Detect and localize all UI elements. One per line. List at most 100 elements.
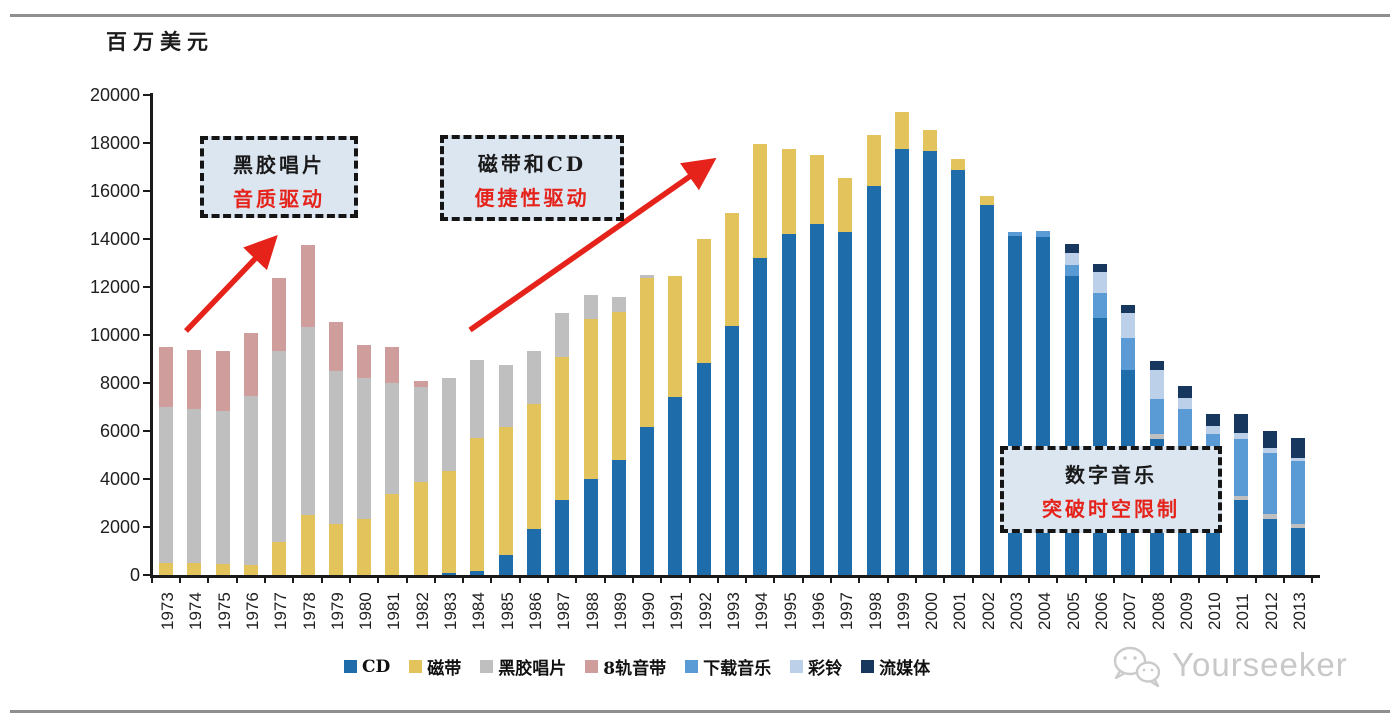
x-tick-label-1994: 1994 — [752, 592, 772, 630]
annotation-digital-title: 数字音乐 — [1065, 463, 1157, 487]
legend-item-磁带: 磁带 — [409, 654, 461, 679]
x-tick — [547, 576, 550, 583]
x-tick-label-2001: 2001 — [950, 592, 970, 630]
bar-segment-磁带-1974 — [187, 563, 202, 575]
bar-segment-CD-1994 — [753, 257, 768, 575]
x-tick-label-1997: 1997 — [837, 592, 857, 630]
x-tick-label-2008: 2008 — [1148, 592, 1168, 630]
x-tick — [377, 576, 380, 583]
y-axis — [150, 93, 153, 577]
x-tick — [716, 576, 719, 583]
bar-segment-黑胶唱片-1986 — [526, 350, 541, 405]
x-tick-label-1986: 1986 — [525, 592, 545, 630]
x-tick — [348, 576, 351, 583]
bar-segment-下载音乐-2007 — [1121, 338, 1136, 370]
x-tick — [292, 576, 295, 583]
bar-segment-磁带-1999 — [894, 112, 909, 149]
y-tick-label: 8000 — [99, 373, 140, 393]
y-tick — [143, 94, 151, 96]
y-tick-label: 14000 — [89, 229, 140, 249]
bottom-divider — [10, 710, 1390, 713]
x-tick — [433, 576, 436, 583]
annotation-cassette-cd-subtitle: 便捷性驱动 — [474, 186, 590, 210]
annotation-cassette-cd: 磁带和CD 便捷性驱动 — [440, 135, 624, 221]
x-tick — [773, 576, 776, 583]
bar-segment-磁带-1992 — [696, 239, 711, 364]
legend-item-8轨音带: 8轨音带 — [585, 654, 666, 679]
legend-item-彩铃: 彩铃 — [790, 654, 842, 679]
bar-segment-黑胶唱片-1977 — [272, 351, 287, 542]
bar-segment-CD-1991 — [668, 397, 683, 575]
x-tick-label-2005: 2005 — [1063, 592, 1083, 630]
bar-segment-黑胶唱片-1979 — [328, 371, 343, 524]
x-tick-label-1982: 1982 — [412, 592, 432, 630]
bar-segment-CD-1987 — [555, 499, 570, 575]
y-tick-label: 4000 — [99, 469, 140, 489]
watermark-text: Yourseeker — [1172, 646, 1348, 683]
legend: CD 磁带 黑胶唱片 8轨音带 下载音乐 彩铃 流媒体 — [344, 654, 930, 679]
x-tick-label-1996: 1996 — [808, 592, 828, 630]
bar-segment-CD-1986 — [526, 528, 541, 575]
bar-segment-磁带-1991 — [668, 275, 683, 398]
x-tick — [999, 576, 1002, 583]
x-tick — [1056, 576, 1059, 583]
x-tick — [603, 576, 606, 583]
x-tick-label-1987: 1987 — [554, 592, 574, 630]
bar-segment-CD-2001 — [951, 170, 966, 575]
x-tick — [150, 576, 153, 583]
y-tick — [143, 382, 151, 384]
x-tick — [858, 576, 861, 583]
x-tick-label-1980: 1980 — [356, 592, 376, 630]
x-tick-label-2007: 2007 — [1120, 592, 1140, 630]
y-tick — [143, 238, 151, 240]
x-tick — [943, 576, 946, 583]
bar-segment-黑胶唱片-2011 — [1234, 495, 1249, 501]
y-tick — [143, 286, 151, 288]
x-tick — [405, 576, 408, 583]
bar-segment-黑胶唱片-1974 — [187, 409, 202, 564]
x-tick-label-1978: 1978 — [299, 592, 319, 630]
bar-segment-8轨音带-1977 — [272, 277, 287, 352]
bar-segment-彩铃-2008 — [1149, 369, 1164, 400]
bar-segment-8轨音带-1979 — [328, 321, 343, 372]
bar-segment-磁带-1995 — [781, 148, 796, 235]
annotation-vinyl-subtitle: 音质驱动 — [233, 187, 325, 211]
bar-segment-CD-1989 — [611, 459, 626, 575]
x-tick — [631, 576, 634, 583]
bar-segment-磁带-1988 — [583, 319, 598, 479]
bar-segment-8轨音带-1980 — [357, 344, 372, 378]
bar-segment-磁带-1975 — [215, 564, 230, 575]
x-tick-label-1984: 1984 — [469, 592, 489, 630]
bar-segment-流媒体-2011 — [1234, 414, 1249, 433]
bar-segment-磁带-1987 — [555, 357, 570, 500]
x-tick-label-1981: 1981 — [384, 592, 404, 630]
bar-segment-下载音乐-2011 — [1234, 439, 1249, 496]
legend-swatch-icon — [344, 660, 357, 673]
bar-segment-彩铃-2013 — [1291, 457, 1305, 462]
bar-segment-黑胶唱片-1975 — [215, 411, 230, 565]
bar-segment-流媒体-2012 — [1262, 431, 1277, 448]
bar-segment-磁带-1980 — [357, 518, 372, 575]
x-tick-label-1974: 1974 — [186, 592, 206, 630]
x-tick-label-1976: 1976 — [242, 592, 262, 630]
bar-segment-彩铃-2005 — [1064, 252, 1079, 266]
x-tick — [490, 576, 493, 583]
bar-segment-下载音乐-2006 — [1092, 293, 1107, 319]
legend-item-黑胶唱片: 黑胶唱片 — [480, 654, 566, 679]
bar-segment-磁带-1989 — [611, 311, 626, 460]
x-tick-label-1992: 1992 — [695, 592, 715, 630]
legend-swatch-icon — [861, 660, 875, 673]
x-tick-label-1983: 1983 — [441, 592, 460, 630]
bar-segment-彩铃-2006 — [1092, 271, 1107, 294]
x-tick-label-1988: 1988 — [582, 592, 602, 630]
bar-segment-黑胶唱片-1978 — [300, 326, 315, 516]
x-tick-label-1999: 1999 — [893, 592, 913, 630]
bar-segment-8轨音带-1981 — [385, 346, 400, 383]
y-tick — [143, 142, 151, 144]
bar-segment-黑胶唱片-1982 — [413, 386, 428, 483]
bar-segment-CD-2013 — [1291, 527, 1305, 575]
bar-segment-黑胶唱片-1988 — [583, 295, 598, 320]
x-tick — [1282, 576, 1285, 583]
x-tick — [745, 576, 748, 583]
bar-segment-磁带-1979 — [328, 523, 343, 575]
